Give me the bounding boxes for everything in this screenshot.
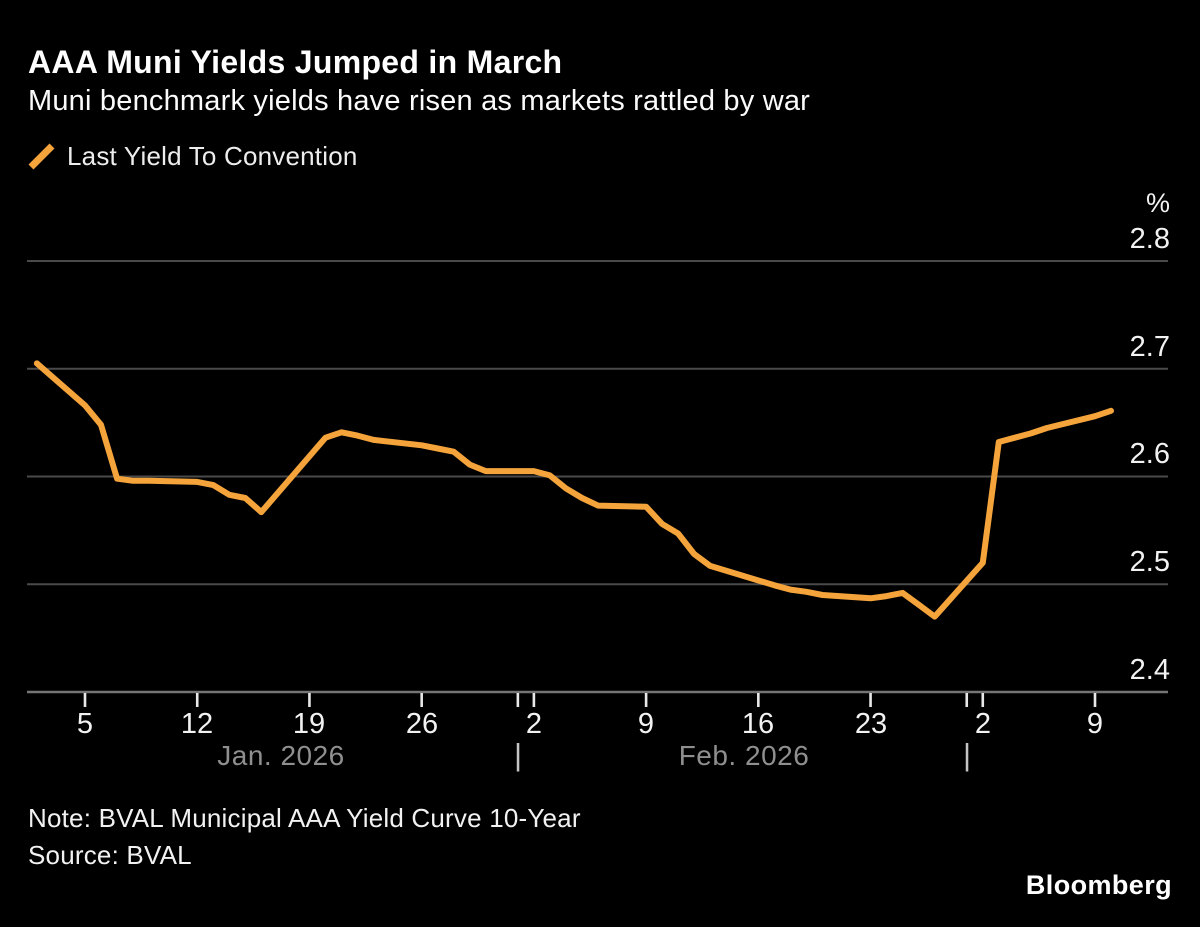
y-tick-label: 2.8 xyxy=(1129,223,1170,255)
month-separator: | xyxy=(962,737,972,772)
y-tick-label: 2.7 xyxy=(1129,331,1170,363)
x-tick-label: 16 xyxy=(741,708,775,740)
y-axis-unit-label: % xyxy=(1145,188,1170,218)
x-tick-label: 9 xyxy=(1086,708,1104,740)
y-tick-label: 2.4 xyxy=(1129,654,1170,686)
x-tick-label: 23 xyxy=(854,708,888,740)
y-tick-label: 2.6 xyxy=(1129,438,1170,470)
footnote: Note: BVAL Municipal AAA Yield Curve 10-… xyxy=(28,803,581,833)
chart-title: AAA Muni Yields Jumped in March xyxy=(28,44,563,80)
x-tick-label: 26 xyxy=(405,708,439,740)
month-separator: | xyxy=(513,737,523,772)
bloomberg-logo: Bloomberg xyxy=(1025,870,1172,900)
legend-label: Last Yield To Convention xyxy=(67,141,358,171)
x-tick-label: 5 xyxy=(76,708,94,740)
legend: Last Yield To Convention xyxy=(28,141,358,172)
legend-line-icon xyxy=(28,143,55,169)
y-tick-label: 2.5 xyxy=(1129,546,1170,578)
month-label: Jan. 2026 xyxy=(217,740,345,771)
axis-ticks xyxy=(83,693,1097,707)
x-tick-label: 2 xyxy=(525,708,543,740)
x-tick-label: 12 xyxy=(180,708,214,740)
yield-line-group xyxy=(33,360,1114,620)
chart-subtitle: Muni benchmark yields have risen as mark… xyxy=(28,85,811,117)
month-label: Feb. 2026 xyxy=(678,740,810,771)
source-line: Source: BVAL xyxy=(28,840,192,870)
x-tick-label: 2 xyxy=(974,708,992,740)
x-tick-label: 9 xyxy=(637,708,655,740)
gridlines xyxy=(27,260,1168,694)
yield-line xyxy=(33,360,1114,620)
x-tick-label: 19 xyxy=(292,708,326,740)
